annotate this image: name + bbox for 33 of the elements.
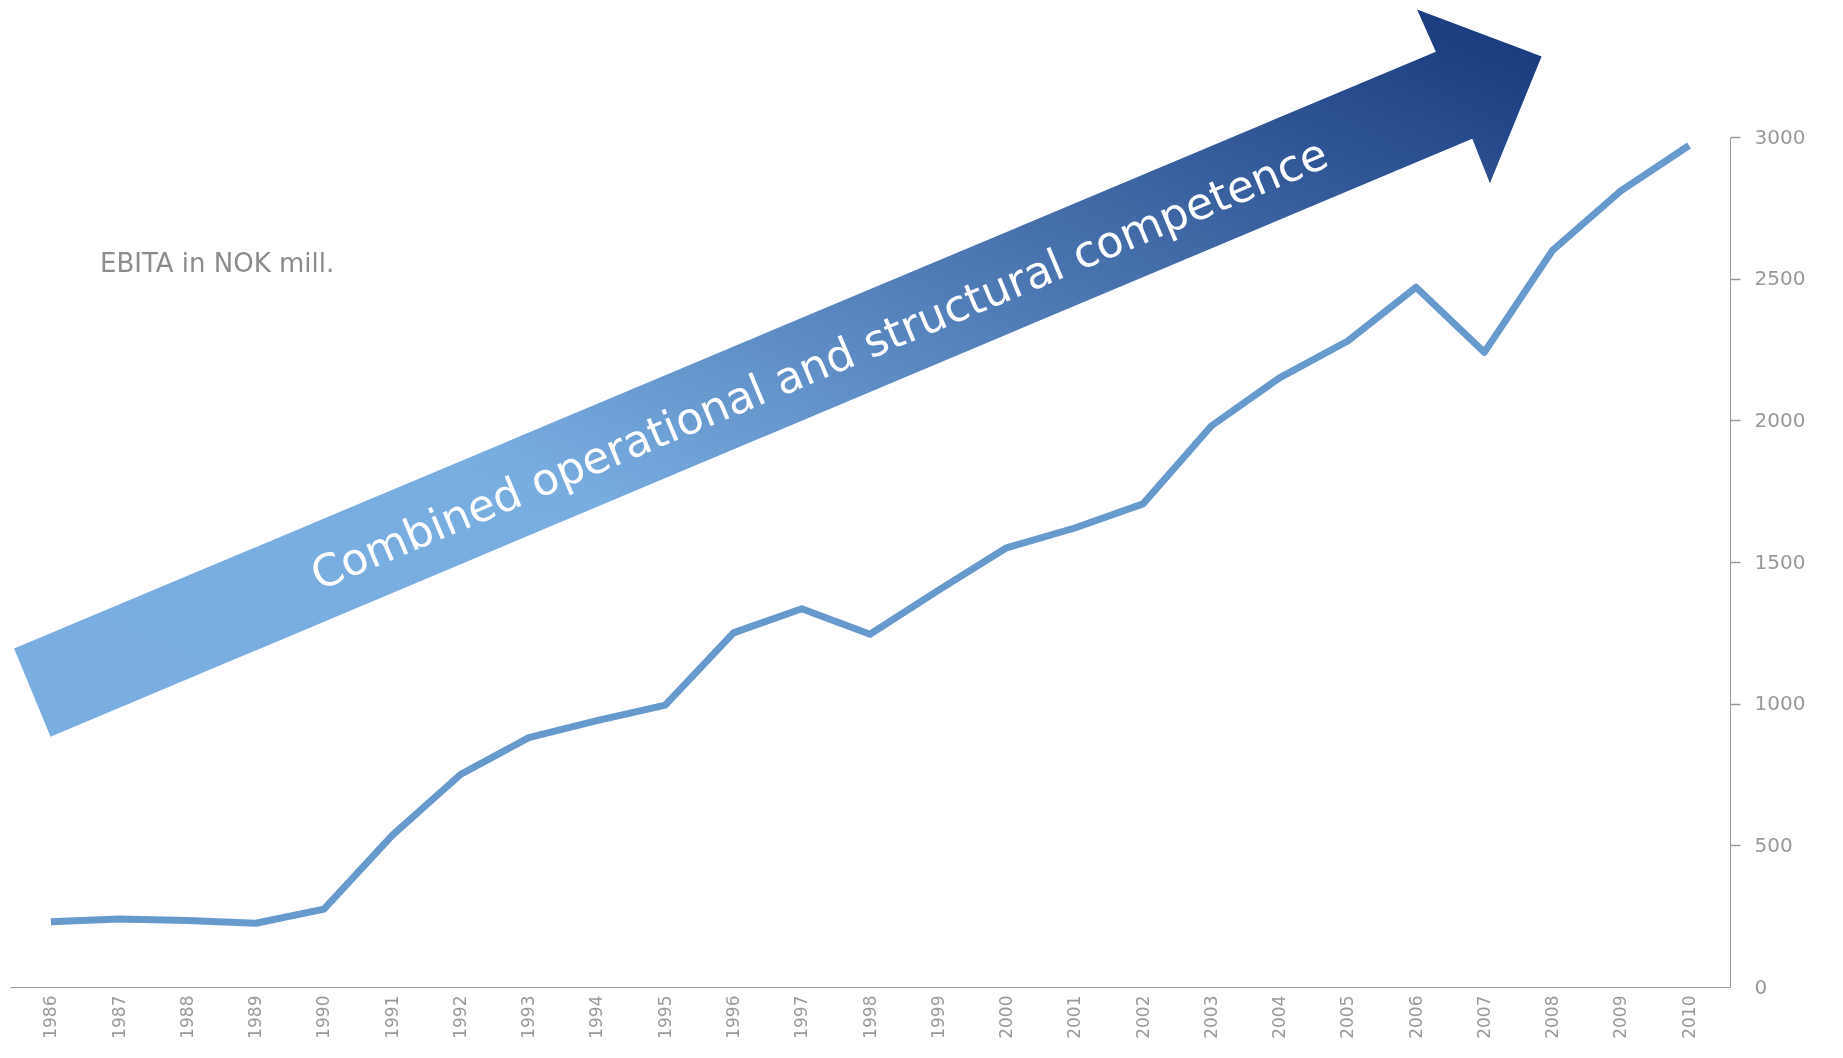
x-tick-label: 1989 [245, 995, 266, 1039]
y-tick-label: 2500 [1754, 266, 1806, 291]
x-tick-label: 1998 [859, 995, 880, 1039]
x-tick-label: 2007 [1473, 995, 1494, 1039]
x-tick-label: 2006 [1405, 995, 1426, 1039]
x-tick-label: 1987 [108, 995, 129, 1039]
x-tick-label: 2000 [996, 995, 1017, 1039]
x-tick-label: 1994 [586, 995, 607, 1039]
y-tick-label: 1000 [1754, 691, 1806, 716]
y-tick-label: 1500 [1754, 549, 1806, 574]
x-tick-label: 2002 [1132, 995, 1153, 1039]
x-tick-label: 2004 [1269, 995, 1290, 1039]
x-tick-label: 1990 [313, 995, 334, 1039]
x-tick-label: 1997 [791, 995, 812, 1039]
x-tick-label: 1999 [927, 995, 948, 1039]
x-tick-label: 2010 [1678, 995, 1699, 1039]
y-tick-label: 500 [1754, 832, 1793, 857]
y-axis-title: EBITA in NOK mill. [100, 248, 335, 278]
x-tick-label: 1993 [518, 995, 539, 1039]
x-tick-label: 1986 [40, 995, 61, 1039]
x-tick-label: 1988 [176, 995, 197, 1039]
x-tick-label: 2001 [1064, 995, 1085, 1039]
x-tick-label: 2005 [1337, 995, 1358, 1039]
x-tick-label: 1991 [381, 995, 402, 1039]
x-tick-label: 2009 [1610, 995, 1631, 1039]
x-tick-label: 2003 [1200, 995, 1221, 1039]
y-tick-label: 0 [1754, 974, 1768, 999]
x-tick-label: 1996 [722, 995, 743, 1039]
y-tick-label: 2000 [1754, 407, 1806, 432]
y-tick-label: 3000 [1754, 124, 1806, 149]
x-tick-label: 1995 [654, 995, 675, 1039]
x-tick-label: 1992 [449, 995, 470, 1039]
x-tick-label: 2008 [1542, 995, 1563, 1039]
